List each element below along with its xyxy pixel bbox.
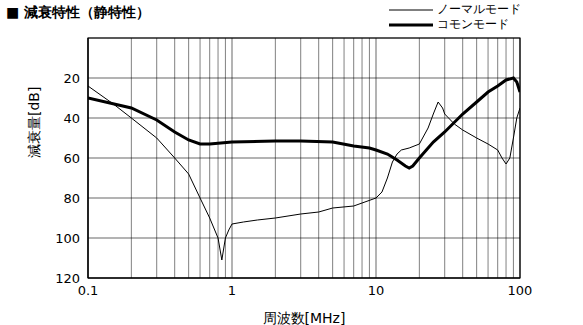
- svg-text:100: 100: [55, 231, 80, 246]
- html-text:コモンモード: コモンモード: [437, 17, 509, 31]
- svg-text:120: 120: [55, 271, 80, 286]
- svg-text:減衰量[dB]: 減衰量[dB]: [26, 87, 42, 158]
- html-text:ノーマルモード: ノーマルモード: [437, 2, 521, 16]
- svg-text:60: 60: [63, 151, 80, 166]
- svg-text:20: 20: [63, 71, 80, 86]
- html-text:■ 減衰特性（静特性）: ■ 減衰特性（静特性）: [6, 4, 151, 20]
- svg-text:1: 1: [228, 283, 236, 298]
- svg-text:周波数[MHz]: 周波数[MHz]: [263, 310, 346, 325]
- svg-text:100: 100: [508, 283, 533, 298]
- svg-text:40: 40: [63, 111, 80, 126]
- svg-text:0.1: 0.1: [78, 283, 99, 298]
- svg-text:80: 80: [63, 191, 80, 206]
- svg-text:10: 10: [368, 283, 385, 298]
